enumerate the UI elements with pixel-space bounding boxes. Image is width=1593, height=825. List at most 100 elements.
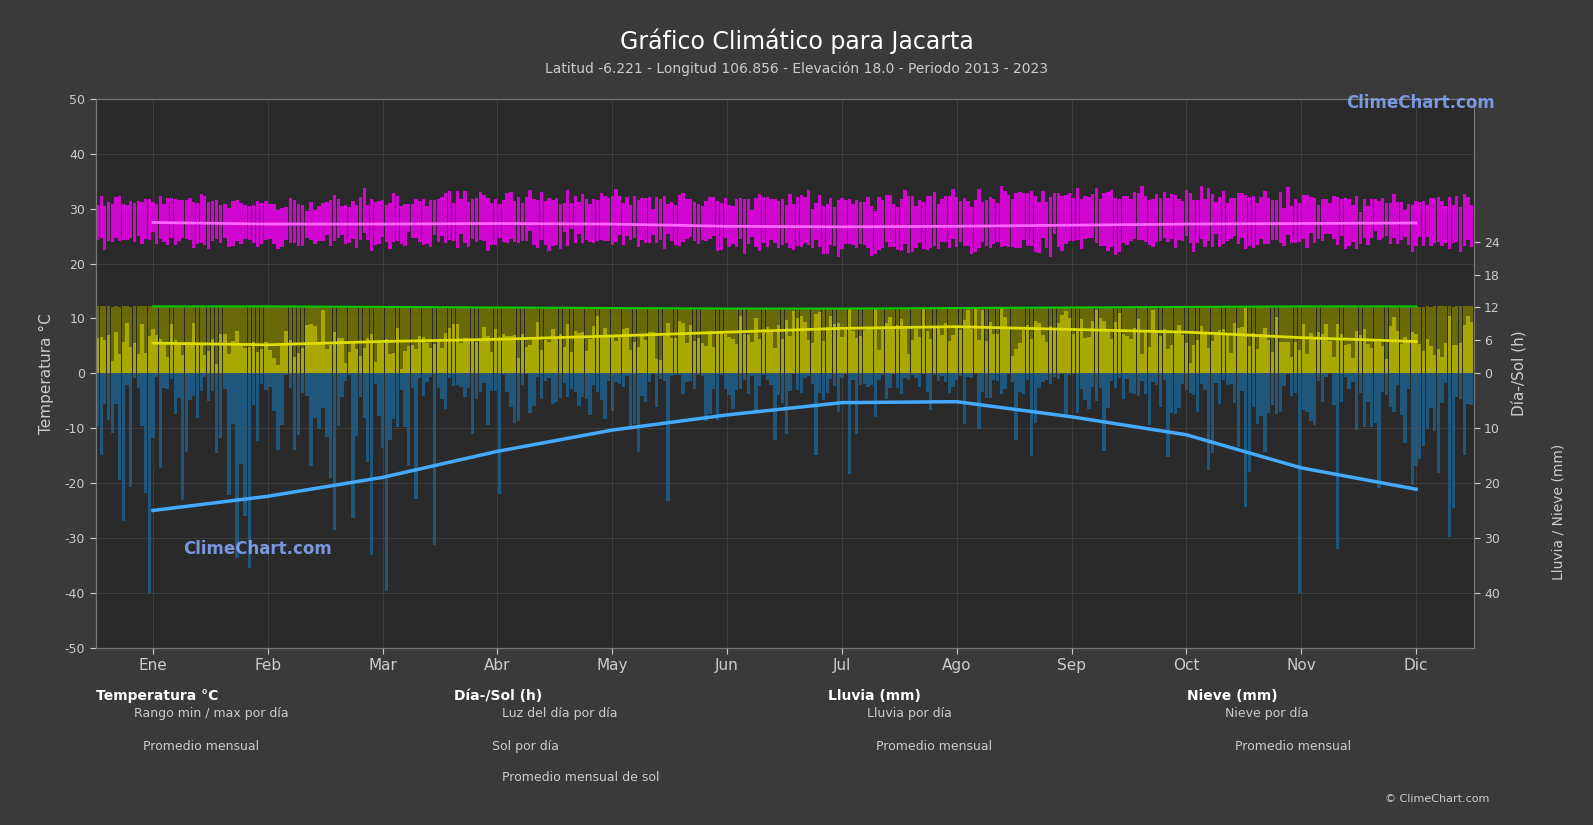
Bar <box>1252 332 1255 373</box>
Bar <box>264 342 268 373</box>
Bar <box>1400 373 1403 415</box>
Bar <box>1359 307 1362 373</box>
Bar <box>1141 354 1144 373</box>
Bar <box>1064 196 1067 244</box>
Bar <box>1152 199 1155 248</box>
Bar <box>204 373 207 376</box>
Bar <box>330 200 333 246</box>
Bar <box>472 373 475 434</box>
Bar <box>524 196 527 241</box>
Bar <box>363 348 366 373</box>
Bar <box>1389 373 1392 407</box>
Bar <box>322 306 325 373</box>
Bar <box>1121 196 1125 243</box>
Bar <box>1290 356 1294 373</box>
Bar <box>881 373 884 375</box>
Bar <box>789 373 792 391</box>
Bar <box>704 373 707 421</box>
Bar <box>1373 306 1376 373</box>
Bar <box>581 373 585 397</box>
Bar <box>1244 306 1247 373</box>
Bar <box>1437 197 1440 242</box>
Bar <box>1219 307 1222 373</box>
Bar <box>177 373 180 398</box>
Bar <box>1392 373 1395 412</box>
Bar <box>959 330 962 373</box>
Bar <box>185 200 188 238</box>
Bar <box>314 326 317 373</box>
Bar <box>830 309 833 373</box>
Bar <box>162 204 166 243</box>
Bar <box>1332 357 1335 373</box>
Bar <box>280 373 284 425</box>
Bar <box>1026 307 1029 373</box>
Bar <box>456 191 459 248</box>
Bar <box>193 323 196 373</box>
Bar <box>747 309 750 373</box>
Bar <box>1061 373 1064 375</box>
Bar <box>272 357 276 373</box>
Bar <box>1102 373 1106 450</box>
Bar <box>1125 373 1129 379</box>
Bar <box>218 306 223 373</box>
Bar <box>1429 307 1432 373</box>
Bar <box>236 306 239 373</box>
Bar <box>188 373 191 400</box>
Bar <box>148 306 151 373</box>
Bar <box>604 308 607 373</box>
Bar <box>696 373 699 375</box>
Bar <box>712 309 715 373</box>
Bar <box>322 310 325 373</box>
Bar <box>1381 346 1384 373</box>
Bar <box>750 210 753 238</box>
Bar <box>182 355 185 373</box>
Bar <box>674 205 677 245</box>
Bar <box>903 327 906 373</box>
Bar <box>632 342 636 373</box>
Bar <box>389 307 392 373</box>
Bar <box>1152 373 1155 381</box>
Bar <box>796 373 800 389</box>
Bar <box>570 373 573 389</box>
Bar <box>475 373 478 399</box>
Bar <box>1158 373 1163 407</box>
Bar <box>1324 307 1329 373</box>
Bar <box>1214 308 1217 373</box>
Bar <box>629 205 632 239</box>
Bar <box>992 309 996 373</box>
Bar <box>1343 373 1348 376</box>
Bar <box>671 202 674 241</box>
Bar <box>615 373 618 382</box>
Bar <box>984 200 988 246</box>
Bar <box>859 336 862 373</box>
Bar <box>1407 340 1410 373</box>
Bar <box>366 205 370 240</box>
Bar <box>1448 316 1451 373</box>
Bar <box>1340 199 1343 236</box>
Bar <box>1440 356 1443 373</box>
Bar <box>1152 307 1155 373</box>
Text: Sol por día: Sol por día <box>492 740 559 753</box>
Bar <box>1203 334 1206 373</box>
Bar <box>822 341 825 373</box>
Bar <box>808 191 811 245</box>
Bar <box>926 373 929 392</box>
Bar <box>660 373 663 379</box>
Bar <box>1247 346 1251 373</box>
Bar <box>293 306 296 373</box>
Bar <box>344 373 347 380</box>
Bar <box>830 198 833 245</box>
Bar <box>1083 373 1086 399</box>
Bar <box>301 348 304 373</box>
Bar <box>800 373 803 393</box>
Bar <box>143 306 147 373</box>
Bar <box>753 198 758 247</box>
Bar <box>440 373 444 399</box>
Bar <box>218 205 223 243</box>
Bar <box>199 306 202 373</box>
Bar <box>862 201 867 245</box>
Bar <box>363 307 366 373</box>
Bar <box>1317 332 1321 373</box>
Bar <box>945 308 948 373</box>
Bar <box>1207 373 1211 470</box>
